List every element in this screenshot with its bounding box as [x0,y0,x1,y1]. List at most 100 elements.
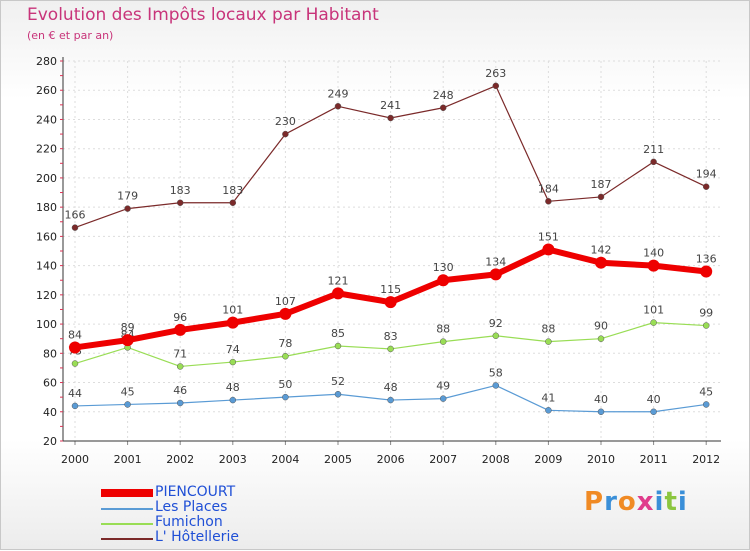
data-point [545,407,552,414]
data-point [595,256,607,269]
x-tick-label: 2009 [534,453,562,466]
data-label: 44 [68,387,82,400]
data-point [69,341,81,354]
y-tick-label: 40 [43,406,57,419]
data-point [282,130,289,138]
logo-letter: r [604,487,618,517]
y-tick-label: 280 [36,55,57,68]
data-label: 249 [328,87,349,100]
data-point [650,158,657,166]
data-label: 41 [541,391,555,404]
data-point [702,322,710,329]
data-point [700,265,713,278]
legend-label: PIENCOURT [155,484,236,500]
data-label: 263 [485,67,506,80]
data-point [545,198,552,205]
data-label: 179 [117,190,138,203]
y-tick-label: 140 [36,260,57,273]
x-tick-label: 2006 [377,453,405,466]
data-point [387,345,394,353]
data-point [124,205,131,212]
data-label: 142 [591,244,612,257]
x-tick-label: 2007 [429,453,457,466]
data-label: 85 [331,327,345,340]
data-point [650,408,657,416]
data-label: 84 [68,328,82,341]
data-point [650,319,657,326]
data-label: 50 [278,378,292,391]
data-label: 230 [275,115,296,128]
data-label: 241 [380,99,401,112]
data-label: 58 [489,366,503,379]
data-label: 151 [538,231,559,244]
data-point [702,183,710,190]
data-point [229,396,237,404]
y-tick-label: 220 [36,143,57,156]
data-point [387,114,394,122]
data-point [71,360,79,367]
legend-swatch [101,489,153,497]
logo-letter: o [617,487,637,517]
data-label: 211 [643,143,664,156]
data-point [229,199,237,207]
proxiti-logo: Proxiti [584,487,688,517]
data-label: 45 [699,385,713,398]
data-label: 130 [433,261,454,274]
data-label: 187 [591,178,612,191]
data-label: 99 [699,307,713,320]
data-label: 101 [643,304,664,317]
logo-letter: x [636,487,655,517]
data-point [176,199,184,207]
y-tick-label: 80 [43,347,57,360]
x-tick-label: 2001 [114,453,142,466]
y-tick-label: 200 [36,172,57,185]
data-point [334,103,342,110]
data-label: 89 [121,321,135,334]
data-point [439,104,447,112]
data-label: 92 [489,317,503,330]
data-point [176,363,184,370]
legend-swatch [101,508,153,510]
x-tick-label: 2012 [692,453,720,466]
data-label: 101 [222,304,243,317]
y-tick-label: 20 [43,435,57,448]
data-point [71,224,79,231]
data-point [334,342,342,350]
y-tick-label: 60 [43,377,57,390]
y-tick-label: 120 [36,289,57,302]
x-tick-label: 2003 [219,453,247,466]
legend-label: Fumichon [155,514,223,530]
logo-letter: i [654,487,665,517]
data-label: 90 [594,320,608,333]
data-label: 184 [538,182,559,195]
chart-title: Evolution des Impôts locaux par Habitant [27,5,379,25]
data-point [597,193,605,201]
data-label: 45 [121,385,135,398]
data-point [384,296,397,309]
data-label: 52 [331,375,345,388]
data-label: 107 [275,295,296,308]
data-point [545,338,552,345]
data-label: 115 [380,283,401,296]
y-tick-label: 180 [36,201,57,214]
data-point [226,316,239,329]
data-point [71,402,79,410]
legend-swatch [101,523,153,525]
data-point [176,399,184,407]
data-point [492,332,500,340]
data-label: 71 [173,347,187,360]
data-label: 88 [541,323,555,336]
x-tick-label: 2002 [166,453,194,466]
data-label: 96 [173,311,187,324]
x-tick-label: 2011 [640,453,668,466]
data-point [279,307,292,320]
data-point [282,393,289,401]
legend-label: L' Hôtellerie [155,529,239,545]
y-tick-label: 260 [36,84,57,97]
data-point [282,352,289,360]
data-label: 136 [696,252,717,265]
logo-letter: t [664,487,678,517]
data-label: 48 [384,381,398,394]
